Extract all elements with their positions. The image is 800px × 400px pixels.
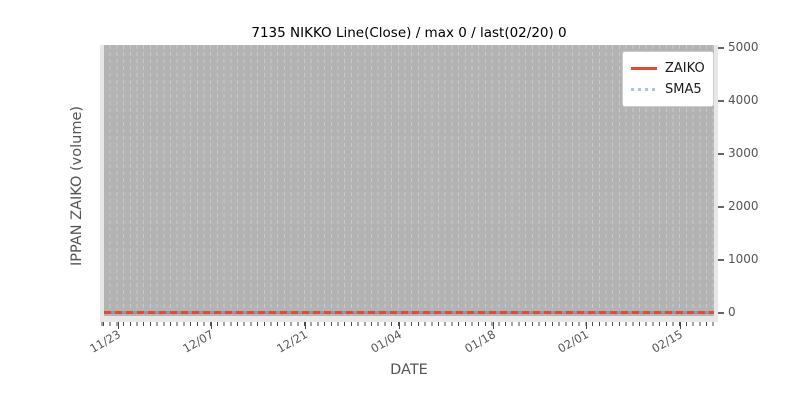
y-tick (718, 47, 724, 49)
legend-line-sample (631, 88, 657, 91)
legend-label: ZAIKO (665, 61, 705, 76)
legend-row: ZAIKO (631, 58, 705, 79)
y-tick (718, 312, 724, 314)
y-tick-label: 1000 (728, 252, 759, 266)
grid-fill-region (104, 45, 714, 316)
x-major-tick (211, 322, 212, 329)
y-tick-label: 4000 (728, 93, 759, 107)
x-axis-minor-ticks (100, 322, 718, 326)
legend-label: SMA5 (665, 82, 702, 97)
y-tick (718, 206, 724, 208)
x-axis-label: DATE (390, 362, 428, 378)
zaiko-series-line (104, 311, 714, 314)
x-major-tick (118, 322, 119, 329)
y-tick-label: 2000 (728, 199, 759, 213)
x-major-tick (586, 322, 587, 329)
y-tick-label: 5000 (728, 40, 759, 54)
legend-line-sample (631, 67, 657, 70)
x-major-tick (493, 322, 494, 329)
y-tick (718, 153, 724, 155)
y-tick-label: 3000 (728, 146, 759, 160)
chart-title: 7135 NIKKO Line(Close) / max 0 / last(02… (251, 25, 567, 41)
legend: ZAIKO SMA5 (622, 51, 714, 107)
x-major-tick (305, 322, 306, 329)
y-axis-label: IPPAN ZAIKO (volume) (69, 105, 85, 267)
y-tick (718, 259, 724, 261)
x-major-tick (680, 322, 681, 329)
plot-area (100, 45, 718, 322)
y-tick (718, 100, 724, 102)
x-major-tick (399, 322, 400, 329)
y-tick-label: 0 (728, 305, 736, 319)
legend-row: SMA5 (631, 79, 705, 100)
